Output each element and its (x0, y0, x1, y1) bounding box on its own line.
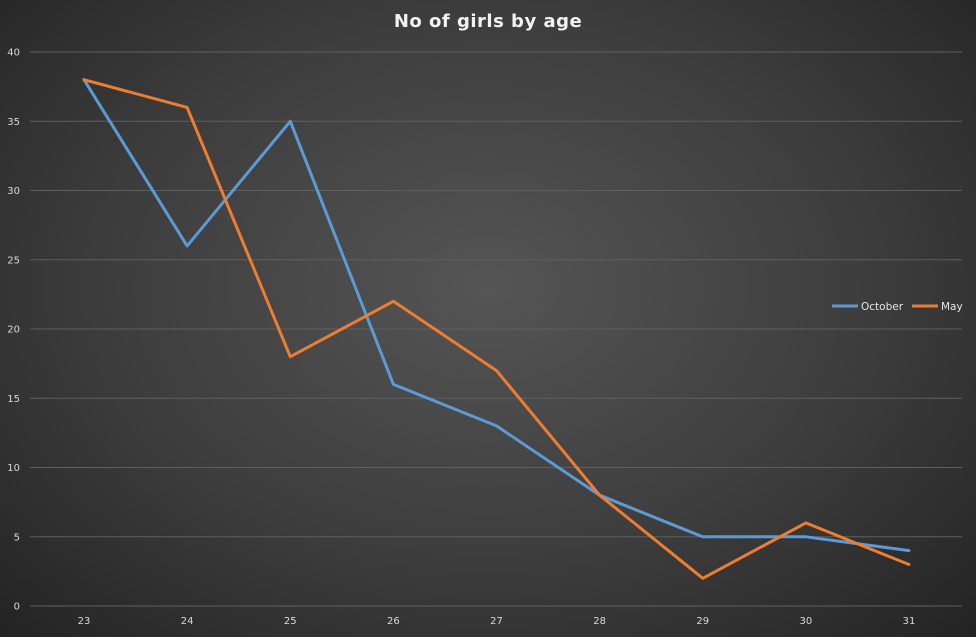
x-axis-tick-labels: 23 24 25 26 27 28 29 30 31 (78, 616, 916, 627)
x-tick-label: 30 (800, 616, 813, 627)
data-point-may (495, 369, 498, 372)
gridlines (30, 51, 962, 607)
data-point-may (804, 521, 808, 525)
chart-title: No of girls by age (393, 11, 583, 32)
data-point-october (495, 424, 498, 428)
x-tick-label: 31 (903, 616, 916, 627)
data-point-may (185, 106, 189, 109)
y-tick-label: 30 (7, 186, 20, 197)
data-point-october (804, 535, 808, 538)
legend-label-october: October (861, 301, 904, 313)
y-tick-label: 0 (14, 602, 20, 613)
x-tick-label: 26 (387, 616, 400, 627)
data-point-may (598, 494, 601, 497)
data-point-may (392, 300, 395, 303)
data-point-october (185, 244, 189, 248)
x-tick-label: 29 (696, 616, 709, 627)
y-tick-label: 25 (7, 255, 20, 266)
x-tick-label: 24 (181, 616, 194, 627)
data-point-may (701, 577, 704, 580)
series-lines (82, 78, 911, 580)
y-tick-label: 35 (7, 117, 20, 128)
data-point-october (907, 549, 911, 552)
y-tick-label: 20 (7, 325, 20, 336)
x-tick-label: 27 (490, 616, 503, 627)
legend-label-may: May (941, 301, 963, 313)
data-point-october (392, 383, 395, 386)
legend: October May (832, 301, 963, 313)
y-tick-label: 5 (14, 532, 20, 543)
data-point-october (701, 535, 704, 538)
data-point-may (82, 78, 86, 81)
series-line-october (82, 78, 911, 553)
y-axis-tick-labels: 0 5 10 15 20 25 30 35 40 (7, 48, 20, 613)
x-tick-label: 25 (284, 616, 297, 627)
y-tick-label: 10 (7, 463, 20, 474)
y-tick-label: 40 (7, 48, 20, 59)
y-tick-label: 15 (7, 394, 20, 405)
x-tick-label: 23 (78, 616, 91, 627)
data-point-may (907, 563, 911, 566)
data-point-october (289, 120, 292, 123)
x-tick-label: 28 (593, 616, 606, 627)
data-point-may (289, 355, 292, 358)
